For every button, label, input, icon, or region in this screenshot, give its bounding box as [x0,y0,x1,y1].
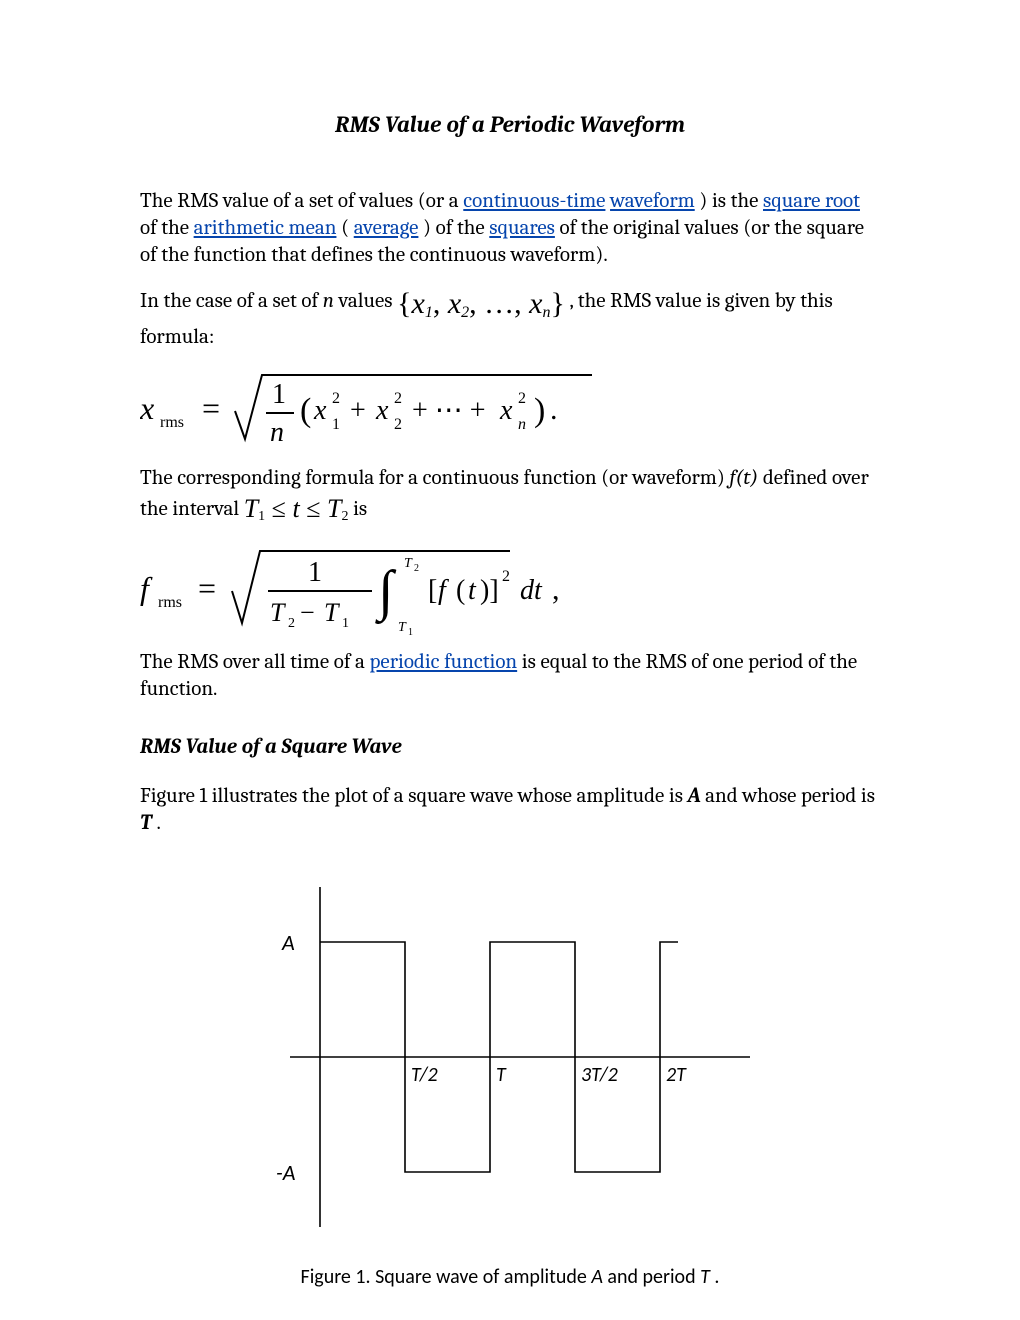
var-T: T [700,1265,710,1289]
svg-text:2: 2 [518,390,526,407]
link-periodic-function[interactable]: periodic function [370,650,518,674]
svg-text:x: x [499,395,513,426]
svg-text:-A: -A [276,1159,296,1186]
svg-text:T: T [324,598,340,627]
svg-text:3T/2: 3T/2 [581,1063,618,1087]
section-heading-square-wave: RMS Value of a Square Wave [140,734,880,761]
svg-text:=: = [198,570,216,606]
svg-text:n: n [270,417,284,448]
svg-text:T: T [404,556,413,571]
square-paragraph: Figure 1 illustrates the plot of a squar… [140,783,880,838]
figure-caption: Figure 1. Square wave of amplitude A and… [140,1264,880,1290]
var-T: T [140,811,152,835]
text: . [157,811,161,835]
svg-text:A: A [281,929,295,956]
svg-text:+: + [350,395,366,426]
page-title: RMS Value of a Periodic Waveform [140,110,880,140]
svg-text:=: = [202,390,220,426]
formula-svg: x rms = 1 n ( x 2 1 + x 2 2 + ⋯ + x [140,361,620,453]
svg-text:f: f [140,570,153,606]
interval: T1 ≤ t ≤ T2 [244,494,349,523]
continuous-paragraph: The corresponding formula for a continuo… [140,465,880,526]
square-wave-svg: A -A T/2 T 3T/2 2T [250,877,770,1237]
svg-text:1: 1 [408,627,413,637]
link-continuous-time[interactable]: continuous-time [463,189,605,213]
svg-text:2T: 2T [666,1063,687,1087]
formula-discrete-rms: x rms = 1 n ( x 2 1 + x 2 2 + ⋯ + x [140,361,880,461]
text: . [714,1265,719,1289]
var-ft: f(t) [730,466,759,490]
link-average[interactable]: average [354,216,419,240]
svg-text:T: T [496,1063,507,1087]
text: ) is the [699,189,763,213]
svg-text:x: x [140,390,154,426]
svg-text:,: , [552,573,560,606]
text: and period [607,1265,700,1289]
text: Figure 1 illustrates the plot of a squar… [140,784,688,808]
svg-text:2: 2 [332,390,340,407]
svg-text:(: ( [300,392,311,429]
svg-text:2: 2 [288,616,295,631]
page: RMS Value of a Periodic Waveform The RMS… [0,0,1020,1320]
svg-text:1: 1 [308,557,322,588]
periodic-paragraph: The RMS over all time of a periodic func… [140,649,880,704]
svg-text:f: f [438,575,449,606]
svg-text:.: . [550,393,558,426]
text: ) of the [423,216,489,240]
svg-text:1: 1 [332,416,340,433]
text: Figure 1. Square wave of amplitude [301,1265,592,1289]
svg-text:∫: ∫ [375,560,397,625]
var-n: n [323,289,334,313]
svg-text:T/2: T/2 [411,1063,438,1087]
text: The corresponding formula for a continuo… [140,466,730,490]
intro-paragraph: The RMS value of a set of values (or a c… [140,188,880,270]
link-arithmetic-mean[interactable]: arithmetic mean [194,216,337,240]
svg-text:rms: rms [160,414,184,431]
formula-svg: f rms = 1 T 2 − T 1 ∫ T 2 T 1 [ [140,537,610,637]
svg-text:T: T [398,620,407,635]
svg-text:−: − [300,598,315,627]
text: The RMS over all time of a [140,650,370,674]
svg-text:x: x [313,395,327,426]
svg-text:1: 1 [272,379,286,410]
svg-text:t: t [468,575,477,606]
svg-text:+ ⋯ +: + ⋯ + [412,395,486,426]
svg-text:T: T [270,598,286,627]
text: is [353,497,367,521]
svg-text:x: x [375,395,389,426]
text: In the case of a set of [140,289,323,313]
text: values [339,289,398,313]
svg-text:1: 1 [342,616,349,631]
svg-text:2: 2 [414,563,419,574]
svg-text:2: 2 [502,568,510,585]
svg-text:dt: dt [520,575,543,606]
var-A: A [688,784,701,808]
svg-text:2: 2 [394,416,402,433]
link-squares[interactable]: squares [489,216,555,240]
text: of the [140,216,194,240]
formula-continuous-rms: f rms = 1 T 2 − T 1 ∫ T 2 T 1 [ [140,537,880,645]
svg-text:)]: )] [480,575,499,606]
value-set: {x1, x2, …, xn} [397,287,565,320]
svg-text:2: 2 [394,390,402,407]
link-square-root[interactable]: square root [763,189,860,213]
figure-square-wave: A -A T/2 T 3T/2 2T Figure 1. Square wave of a… [140,877,880,1289]
var-A: A [591,1265,603,1289]
svg-text:): ) [534,392,545,429]
case-paragraph: In the case of a set of n values {x1, x2… [140,284,880,351]
text: ( [341,216,349,240]
svg-text:(: ( [456,575,465,606]
svg-text:[: [ [428,575,437,606]
text: The RMS value of a set of values (or a [140,189,463,213]
svg-text:n: n [518,416,526,433]
link-waveform[interactable]: waveform [610,189,695,213]
text: and whose period is [705,784,875,808]
svg-text:rms: rms [158,594,182,611]
